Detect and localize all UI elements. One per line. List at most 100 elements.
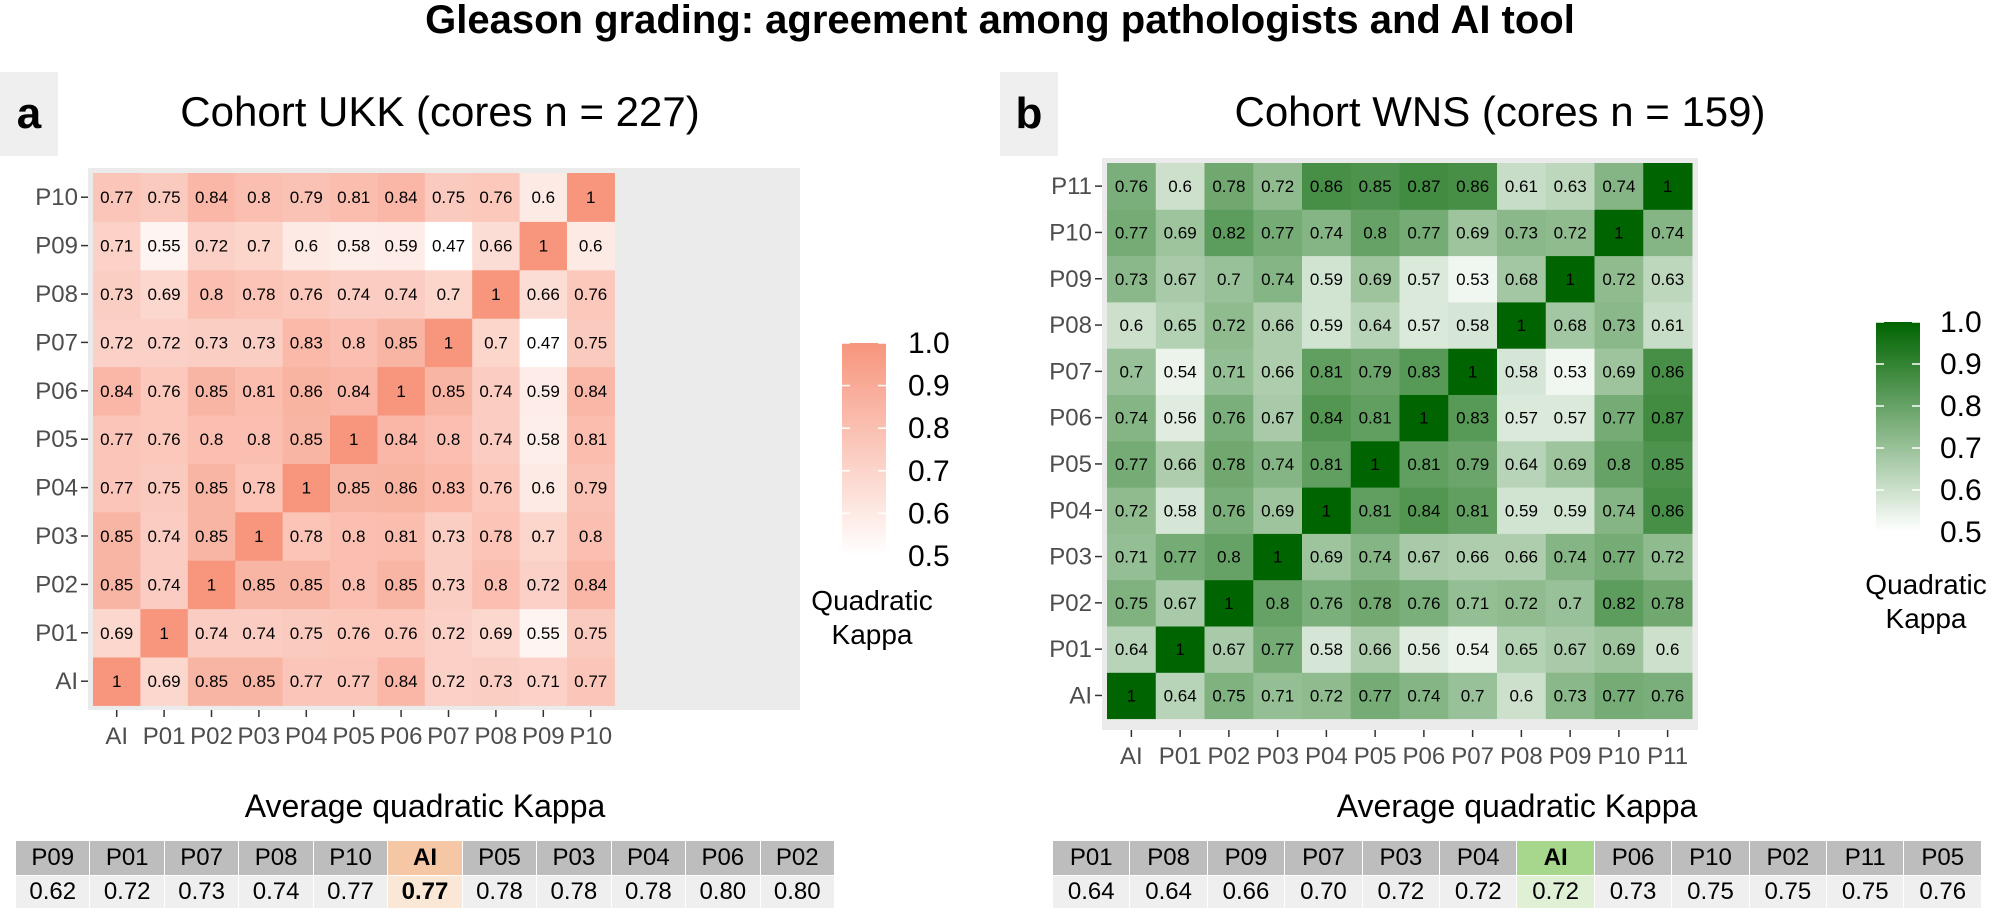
heatmap-cell (1399, 579, 1449, 627)
y-tick-label: P11 (1051, 173, 1092, 200)
heatmap-cell (1643, 440, 1693, 488)
heatmap-cell-label: 0.66 (527, 285, 560, 304)
heatmap-cell (1253, 533, 1303, 581)
heatmap-cell-label: 0.69 (1164, 223, 1197, 242)
heatmap-cell (1302, 301, 1352, 349)
x-tick-label: P01 (1159, 743, 1202, 770)
legend-tick-label: 0.5 (908, 540, 950, 573)
heatmap-cell (472, 657, 521, 706)
heatmap-cell-label: 0.66 (1261, 362, 1294, 381)
heatmap-cell-label: 0.8 (342, 527, 366, 546)
heatmap-cell-label: 0.77 (100, 479, 133, 498)
heatmap-cell (140, 560, 189, 610)
heatmap-cell (1302, 209, 1352, 257)
heatmap-cell-label: 0.77 (1115, 455, 1148, 474)
heatmap-cell (93, 657, 141, 706)
heatmap-cell (140, 463, 189, 513)
avg-header-cell: P04 (1439, 840, 1518, 876)
heatmap-cell (140, 657, 189, 706)
heatmap-cell-label: 0.77 (1261, 640, 1294, 659)
avg-header-cell: P05 (461, 840, 538, 876)
heatmap-cell (1155, 579, 1205, 627)
heatmap-cell-label: 0.86 (1310, 177, 1343, 196)
legend-tick-label: 0.9 (908, 370, 950, 403)
heatmap-cell-label: 0.58 (1505, 362, 1538, 381)
heatmap-cell-label: 0.77 (1602, 686, 1635, 705)
heatmap-cell (1204, 255, 1254, 303)
avg-header-cell: P04 (610, 840, 687, 876)
heatmap-cell (1594, 672, 1644, 720)
x-tick-label: P07 (427, 723, 470, 750)
avg-value-cell: 0.66 (1206, 875, 1286, 909)
heatmap-cell-label: 0.85 (385, 333, 418, 352)
heatmap-cell (1350, 255, 1400, 303)
x-tick-label: P07 (1451, 743, 1494, 770)
heatmap-cell (282, 173, 331, 222)
heatmap-cell-label: 0.71 (1115, 548, 1148, 567)
heatmap-cell-label: 0.74 (1554, 548, 1587, 567)
heatmap-cell (1350, 626, 1400, 673)
heatmap-cell-label: 0.59 (1310, 316, 1343, 335)
avg-header-cell: P10 (1671, 840, 1750, 876)
heatmap-cell-label: 0.76 (148, 430, 181, 449)
heatmap-cell (235, 366, 284, 416)
heatmap-cell-label: 0.76 (148, 382, 181, 401)
heatmap-cell (1545, 348, 1595, 395)
legend-colorbar (842, 343, 886, 556)
heatmap-cell-label: 0.81 (242, 382, 275, 401)
heatmap-cell (1545, 394, 1595, 442)
heatmap-cell (377, 318, 426, 368)
heatmap-cell (1497, 440, 1547, 488)
heatmap-cell-label: 0.56 (1407, 640, 1440, 659)
heatmap-cell (330, 608, 378, 658)
heatmap-cell-label: 0.69 (148, 285, 181, 304)
heatmap-cell (1204, 487, 1254, 534)
heatmap-cell-label: 0.85 (290, 575, 323, 594)
heatmap-wns: 1 0.64 0.75 0.71 0.72 0.77 0.74 0.7 0.6 0.73 0.77 0… (1049, 158, 1987, 770)
heatmap-cell-label: 0.86 (1651, 362, 1684, 381)
heatmap-cell (1253, 348, 1303, 395)
heatmap-cell-label: 0.76 (1407, 594, 1440, 613)
avg-header-cell: P05 (1903, 840, 1982, 876)
heatmap-cell-label: 0.64 (1505, 455, 1538, 474)
heatmap-cell-label: 1 (1614, 223, 1623, 242)
heatmap-cell-label: 0.77 (1602, 548, 1635, 567)
avg-value-cell: 0.73 (1593, 875, 1673, 909)
x-tick-label: P09 (522, 723, 565, 750)
heatmap-cell (1643, 672, 1693, 720)
heatmap-cell (1448, 672, 1498, 720)
heatmap-cell-label: 0.83 (432, 479, 465, 498)
heatmap-cell-label: 0.85 (100, 527, 133, 546)
heatmap-cell-label: 0.82 (1212, 223, 1245, 242)
heatmap-cell (1497, 301, 1547, 349)
heatmap-cell (472, 415, 521, 464)
y-tick-label: P03 (1049, 544, 1092, 571)
heatmap-cell-label: 0.6 (1168, 177, 1192, 196)
heatmap-cell-label: 0.73 (432, 527, 465, 546)
x-tick-label: P03 (1256, 743, 1299, 770)
heatmap-cell-label: 0.71 (1456, 594, 1489, 613)
x-tick-label: P08 (475, 723, 518, 750)
heatmap-cell-label: 0.79 (1456, 455, 1489, 474)
x-tick-label: P05 (1354, 743, 1397, 770)
heatmap-cell-label: 0.84 (1407, 501, 1440, 520)
heatmap-cell (140, 173, 189, 222)
heatmap-cell (1107, 533, 1157, 581)
heatmap-cell (1253, 672, 1303, 720)
heatmap-cell (1155, 255, 1205, 303)
heatmap-cell-label: 0.69 (1602, 362, 1635, 381)
heatmap-cell-label: 1 (444, 333, 453, 352)
heatmap-cell (424, 221, 473, 271)
heatmap-cell (282, 269, 331, 319)
heatmap-cell (1594, 301, 1644, 349)
heatmap-cell-label: 0.78 (1359, 594, 1392, 613)
heatmap-cell-label: 0.69 (1554, 455, 1587, 474)
y-tick-label: P01 (35, 620, 78, 647)
heatmap-cell-label: 0.77 (100, 188, 133, 207)
heatmap-cell (377, 463, 426, 513)
heatmap-cell (93, 173, 141, 222)
heatmap-cell (1448, 301, 1498, 349)
heatmap-cell-label: 0.74 (148, 575, 181, 594)
heatmap-cell (567, 511, 615, 561)
heatmap-cell (1253, 579, 1303, 627)
